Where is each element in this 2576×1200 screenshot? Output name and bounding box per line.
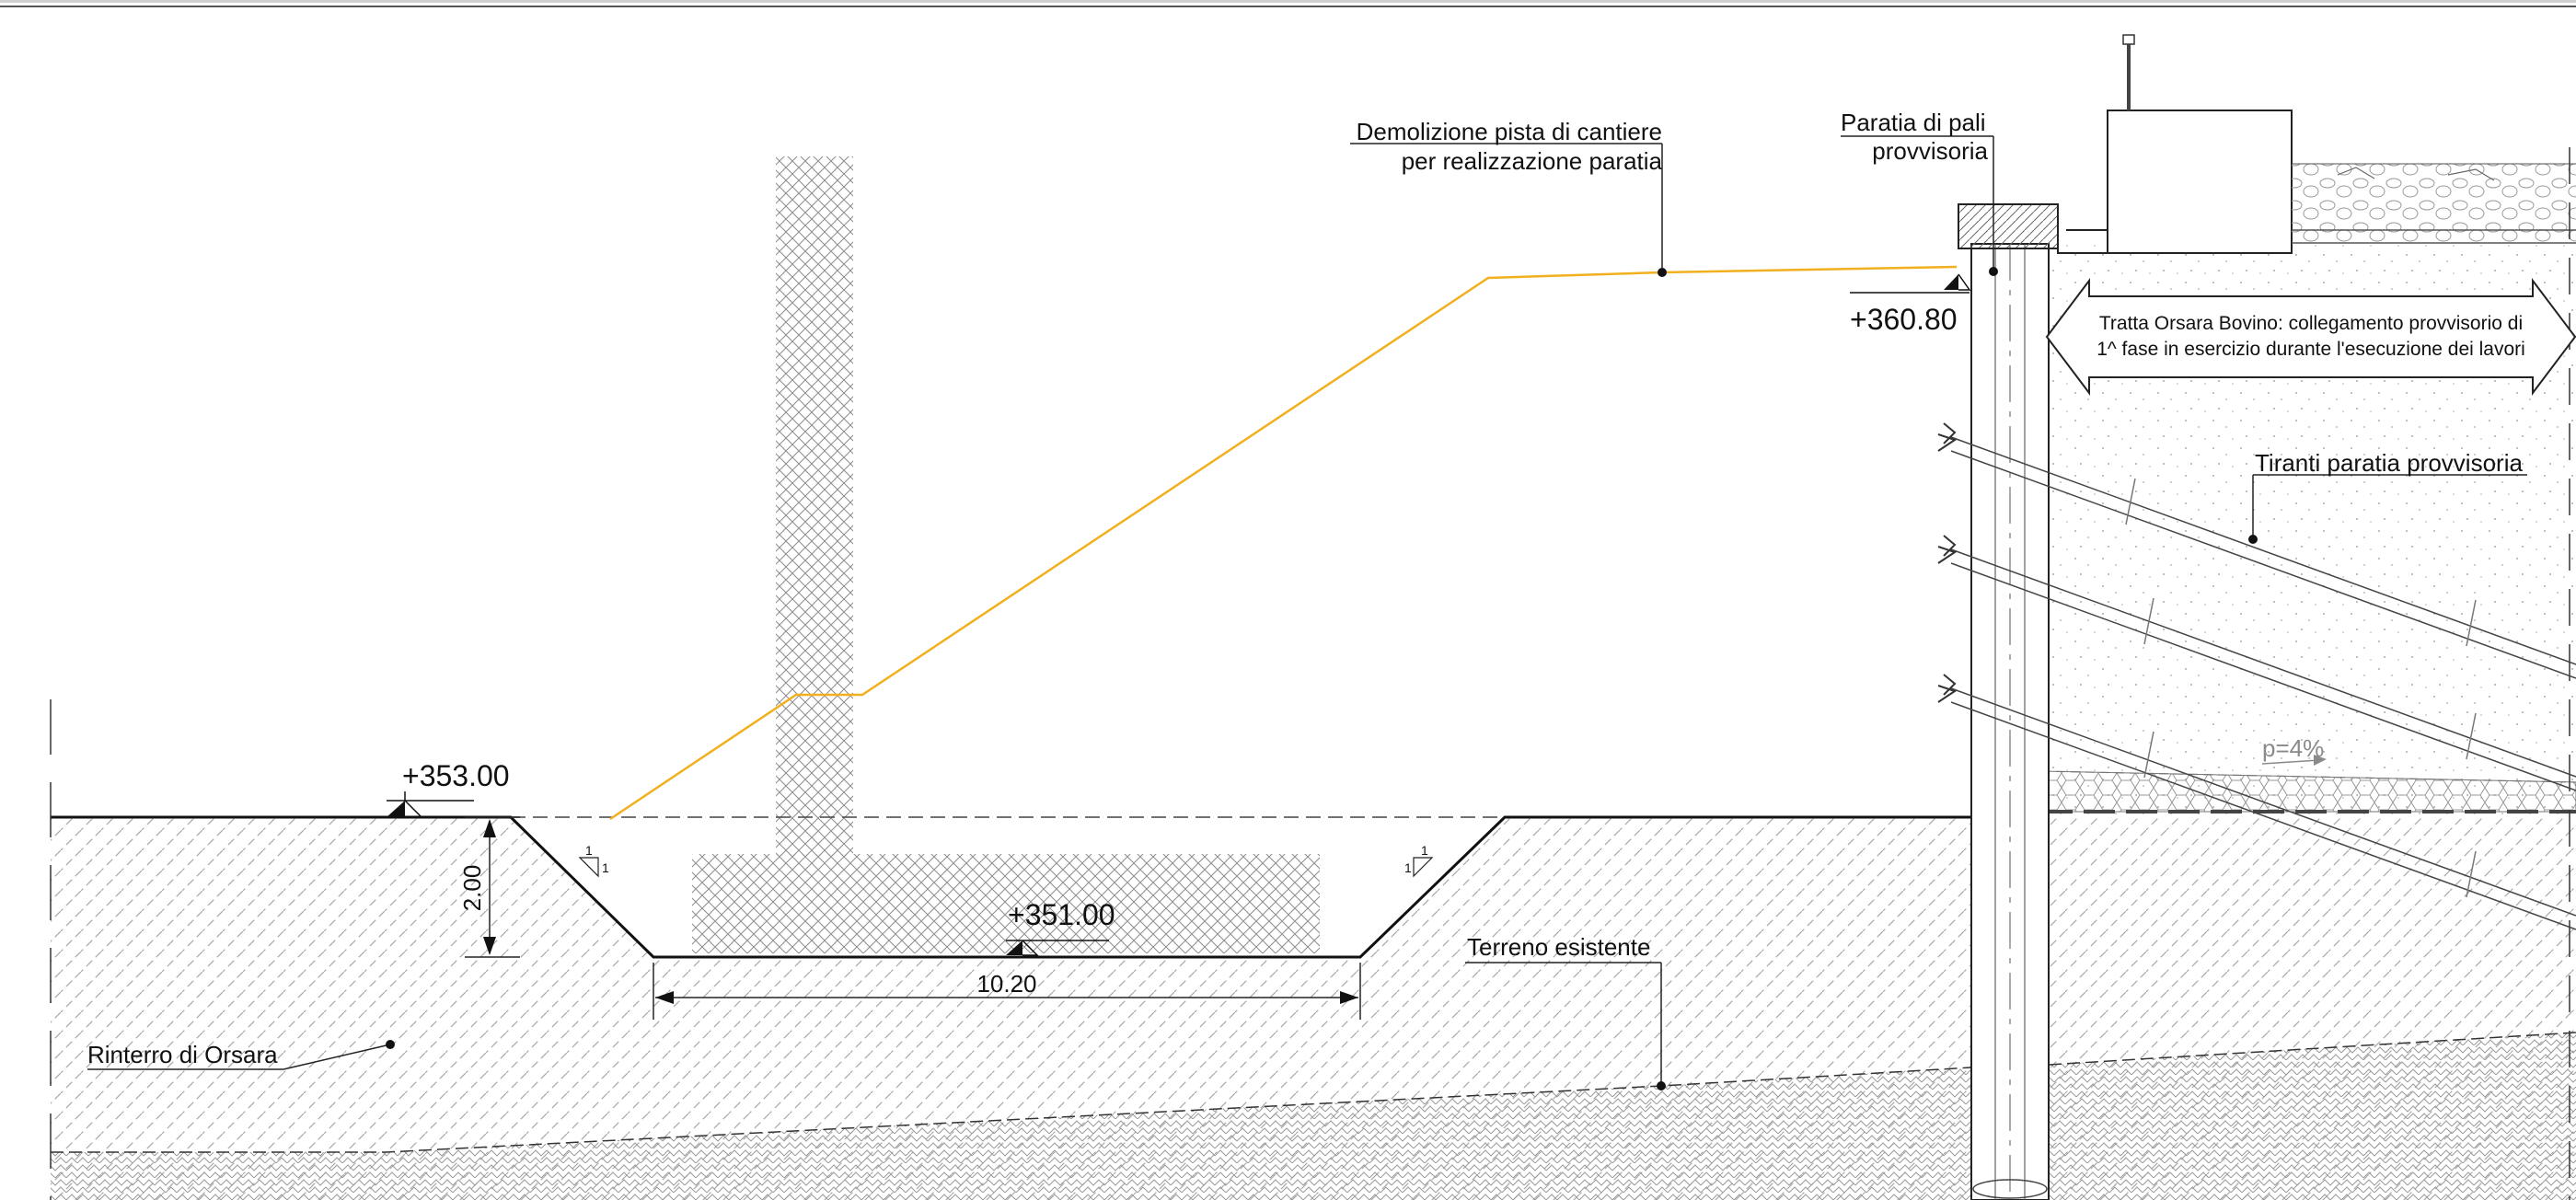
tieback-2 [1937,535,2576,791]
elevation-ground-label: +353.00 [402,759,510,792]
paratia-label-line1: Paratia di pali [1841,109,1986,136]
tratta-label-line2: 1^ fase in esercizio durante l'esecuzion… [2097,339,2525,360]
slope-mark-right: 1 1 [1404,843,1434,878]
concrete-structure [692,156,1320,953]
elevation-trench-label: +351.00 [1008,898,1115,931]
ground-profile [50,699,1971,1200]
sheet-top-border [0,0,2576,7]
tiranti-callout: Tiranti paratia provvisoria [2248,449,2527,544]
elevation-ground: +353.00 [387,759,510,818]
slope-mark-left: 1 1 [578,843,609,878]
slope-right-side: 1 [1404,860,1412,875]
demolizione-label-line1: Demolizione pista di cantiere [1357,118,1662,145]
terreno-callout: Terreno esistente [1465,933,1666,1090]
demolizione-label-line2: per realizzazione paratia [1402,147,1663,175]
pile-wall [1958,203,2059,1200]
rinterro-callout: Rinterro di Orsara [87,1040,395,1070]
tiranti-label: Tiranti paratia provvisoria [2255,449,2523,477]
slope-left-side: 1 [602,860,609,875]
elevation-trench: +351.00 [1006,898,1115,956]
demolizione-callout: Demolizione pista di cantiere per realiz… [1350,118,1667,277]
slope-label: p=4% [2262,734,2324,762]
tratta-label-line1: Tratta Orsara Bovino: collegamento provv… [2099,313,2523,334]
dimension-depth: 2.00 [458,816,520,958]
demolition-line [609,265,1958,821]
tratta-arrow-box [2045,278,2576,396]
existing-ground-line [51,1032,2576,1153]
slope-right-top: 1 [1421,843,1428,858]
tieback-1 [1937,422,2576,679]
elevation-top-wall-label: +360.80 [1850,303,1958,336]
tieback-3 [1937,674,2576,930]
rinterro-label: Rinterro di Orsara [87,1041,278,1068]
paratia-label-line2: provvisoria [1872,137,1988,165]
soil-fill [51,817,2576,1200]
paratia-callout: Paratia di pali provvisoria [1841,109,1998,276]
dimension-width: 10.20 [653,963,1361,1020]
dimension-width-label: 10.20 [976,970,1036,998]
dimension-depth-label: 2.00 [458,865,486,912]
track-structure [2057,34,2576,1200]
elevation-top-wall: +360.80 [1850,273,1971,336]
slope-indicator: p=4% [2261,734,2327,766]
terreno-label: Terreno esistente [1467,933,1650,961]
slope-left-top: 1 [585,843,593,858]
tiebacks [1937,422,2576,930]
